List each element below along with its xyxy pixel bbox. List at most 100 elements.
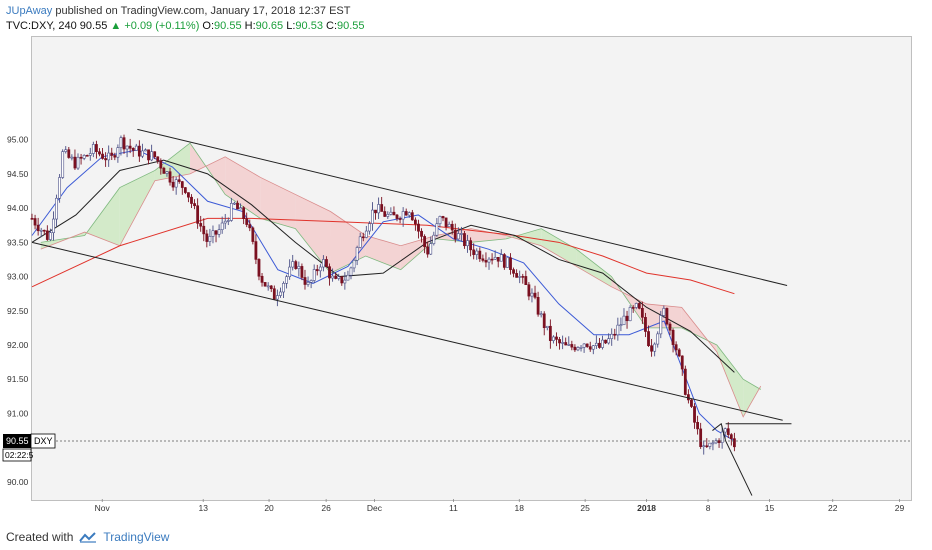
time-axis[interactable]: Nov 13 20 26 Dec 11 18 25 2018 8 15 22 29 [95, 499, 905, 513]
symbol-label: TVC:DXY, 240 [6, 20, 77, 32]
candle-body [383, 211, 387, 217]
candle-body [423, 236, 427, 248]
candle-body [49, 232, 52, 240]
candle-body [331, 275, 334, 279]
candle-body [199, 223, 203, 227]
candle-body [257, 259, 261, 277]
candle-body [729, 434, 733, 439]
candle-body [153, 151, 157, 158]
candle-body [337, 276, 341, 279]
candle-body [303, 277, 307, 285]
candle-body [640, 308, 644, 318]
candle-body [429, 243, 433, 255]
cloud-segment [716, 345, 744, 417]
candle-body [131, 147, 135, 151]
candle-body [472, 249, 476, 255]
candle-body [515, 273, 519, 278]
candle-body [125, 145, 129, 150]
candle-body [52, 218, 55, 233]
cloud-segment [260, 177, 296, 229]
candle-body [610, 333, 614, 339]
candle-body [407, 212, 411, 216]
created-with-text: Created with [6, 530, 74, 544]
candle-body [456, 233, 460, 240]
candle-body [101, 153, 104, 159]
candle-body [527, 284, 531, 297]
price-axis-label: 93.50 [7, 237, 29, 247]
candle-body [174, 179, 178, 188]
candle-body [573, 346, 577, 351]
candle-body [275, 295, 279, 300]
candle-body [426, 246, 430, 255]
cloud-segment [681, 307, 717, 352]
price-axis-label: 94.50 [7, 169, 29, 179]
candle-body [674, 344, 678, 351]
candle-body [45, 230, 49, 240]
candle-body [506, 257, 509, 268]
candle-body [260, 275, 264, 283]
candle-body [509, 257, 512, 270]
price-axis-label: 92.00 [7, 340, 29, 350]
candle-body [162, 167, 166, 174]
author-link[interactable]: JUpAway [6, 5, 53, 17]
candle-body [484, 260, 488, 263]
time-axis-label: 15 [765, 503, 775, 513]
candle-body [95, 144, 98, 153]
tradingview-logo-icon [79, 531, 97, 543]
candle-body [91, 144, 95, 154]
cloud-segment [576, 249, 612, 287]
candle-body [579, 346, 583, 349]
candle-body [677, 349, 681, 357]
last-price: 90.55 [79, 20, 108, 32]
candle-body [558, 339, 561, 344]
candle-body [631, 307, 635, 309]
low-label: L: [286, 20, 296, 32]
candle-body [321, 259, 325, 268]
price-axis[interactable]: 95.00 94.50 94.00 93.50 93.00 92.50 92.00 91.50… [7, 135, 29, 487]
candle-body [690, 399, 693, 407]
candle-body [168, 171, 172, 183]
candle-body [420, 230, 423, 237]
candle-body [297, 266, 301, 269]
cloud-segment [295, 194, 331, 274]
candle-body [82, 155, 86, 159]
candle-body [254, 241, 258, 260]
candle-body [113, 155, 117, 158]
candle-body [229, 203, 233, 221]
candle-body [374, 209, 377, 214]
candle-body [107, 152, 111, 161]
time-axis-label: 2018 [637, 503, 656, 513]
candle-body [217, 229, 221, 235]
candle-body [552, 336, 555, 341]
symbol-bar: TVC:DXY, 240 90.55 ▲ +0.09 (+0.11%) O:90… [6, 19, 365, 33]
cloud-span-a [40, 142, 761, 390]
candle-body [414, 219, 417, 225]
candle-body [64, 149, 68, 152]
candle-body [720, 431, 724, 443]
price-axis-label: 92.50 [7, 306, 29, 316]
candle-body [622, 315, 626, 326]
candle-body [55, 197, 58, 220]
candle-body [364, 230, 368, 238]
candle-body [312, 269, 316, 281]
candle-body [398, 218, 402, 220]
candle-body [591, 345, 595, 350]
cloud-segment [435, 228, 471, 243]
candle-body [545, 325, 549, 329]
candle-body [196, 205, 200, 224]
candle-body [628, 307, 632, 322]
candle-body [233, 202, 236, 205]
tradingview-brand[interactable]: TradingView [103, 530, 170, 544]
candle-body [634, 303, 638, 308]
candle-body [187, 192, 190, 198]
price-axis-label: 94.00 [7, 203, 29, 213]
candle-body [242, 207, 246, 219]
series-line-0 [31, 217, 735, 295]
candle-body [499, 254, 503, 262]
candle-body [637, 303, 641, 309]
candle-body [616, 324, 620, 336]
candle-body [134, 145, 138, 151]
candle-body [392, 211, 396, 216]
candle-body [70, 156, 74, 159]
